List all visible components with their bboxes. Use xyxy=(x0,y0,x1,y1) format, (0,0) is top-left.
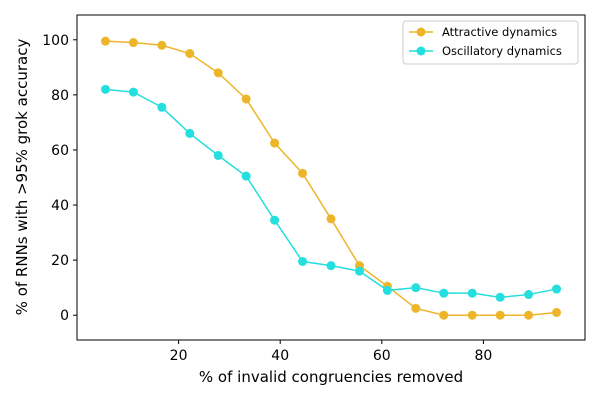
legend-label-attractive: Attractive dynamics xyxy=(442,25,557,39)
data-point-oscillatory xyxy=(411,283,421,293)
data-point-attractive xyxy=(241,94,251,104)
data-point-oscillatory xyxy=(495,292,505,302)
data-point-oscillatory xyxy=(128,87,138,97)
data-point-oscillatory xyxy=(241,171,251,181)
data-point-attractive xyxy=(495,310,505,320)
x-tick-label: 80 xyxy=(474,348,492,364)
x-tick-label: 20 xyxy=(170,348,188,364)
data-point-attractive xyxy=(552,307,562,317)
legend-label-oscillatory: Oscillatory dynamics xyxy=(442,44,562,58)
legend: Attractive dynamics Oscillatory dynamics xyxy=(402,20,579,65)
data-point-oscillatory xyxy=(326,261,336,271)
data-point-oscillatory xyxy=(439,288,449,298)
data-point-attractive xyxy=(100,36,110,46)
data-point-attractive xyxy=(128,38,138,48)
data-point-oscillatory xyxy=(382,285,392,295)
data-point-attractive xyxy=(270,138,280,148)
x-tick-label: 40 xyxy=(271,348,289,364)
y-axis: 0 20 40 60 80 100 xyxy=(42,33,77,324)
data-point-oscillatory xyxy=(100,84,110,94)
data-point-oscillatory xyxy=(157,102,167,112)
data-point-oscillatory xyxy=(354,266,364,276)
data-point-attractive xyxy=(326,214,336,224)
data-point-oscillatory xyxy=(467,288,477,298)
data-point-attractive xyxy=(411,303,421,313)
legend-marker-attractive xyxy=(416,27,426,37)
plot-frame xyxy=(76,14,586,341)
y-tick-label: 40 xyxy=(51,198,69,214)
data-point-attractive xyxy=(467,310,477,320)
legend-marker-oscillatory xyxy=(416,46,426,56)
y-tick-label: 100 xyxy=(42,33,69,49)
data-point-attractive xyxy=(439,310,449,320)
data-point-oscillatory xyxy=(213,150,223,160)
series-layer xyxy=(100,36,562,320)
data-point-attractive xyxy=(524,310,534,320)
y-tick-label: 80 xyxy=(51,88,69,104)
x-axis-label: % of invalid congruencies removed xyxy=(199,368,463,386)
x-axis: 20 40 60 80 xyxy=(170,340,492,364)
data-point-attractive xyxy=(157,40,167,50)
y-tick-label: 20 xyxy=(51,253,69,269)
data-point-oscillatory xyxy=(524,290,534,300)
data-point-oscillatory xyxy=(185,128,195,138)
data-point-oscillatory xyxy=(298,257,308,267)
x-tick-label: 60 xyxy=(373,348,391,364)
data-point-attractive xyxy=(185,49,195,59)
data-point-oscillatory xyxy=(552,284,562,294)
data-point-attractive xyxy=(213,68,223,78)
series-line-attractive xyxy=(105,40,557,316)
y-axis-label: % of RNNs with >95% grok accuracy xyxy=(13,39,31,316)
data-point-attractive xyxy=(298,168,308,178)
legend-box xyxy=(402,20,579,65)
y-tick-label: 60 xyxy=(51,143,69,159)
data-point-oscillatory xyxy=(270,215,280,225)
y-tick-label: 0 xyxy=(60,308,69,324)
